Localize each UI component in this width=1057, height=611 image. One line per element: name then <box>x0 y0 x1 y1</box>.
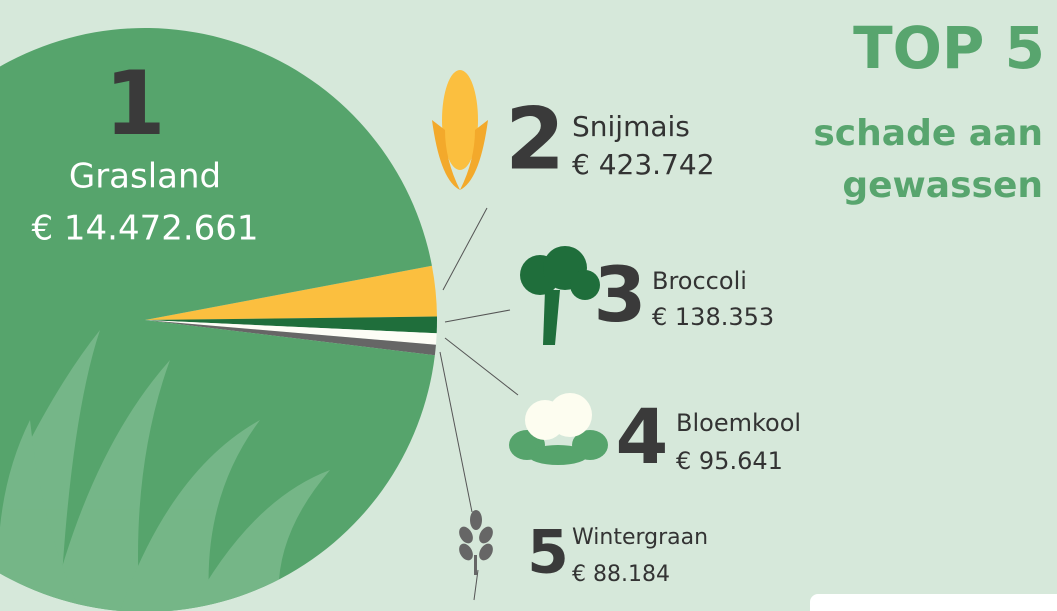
category-label: Snijmais <box>572 110 690 143</box>
wheat-icon <box>459 510 493 575</box>
value-label: € 423.742 <box>572 148 715 181</box>
rank: 4 <box>616 392 669 481</box>
value-label: € 14.472.661 <box>31 209 258 249</box>
leader-lines <box>439 207 519 601</box>
value-label: € 138.353 <box>652 303 774 331</box>
corn-icon <box>432 70 488 190</box>
pie-slice <box>145 265 437 320</box>
category-label: Wintergraan <box>572 525 708 550</box>
value-label: € 88.184 <box>572 562 670 587</box>
cauliflower-icon <box>509 393 608 465</box>
rank: 1 <box>104 52 165 155</box>
pie-slice <box>145 316 438 334</box>
subtitle: schade aan gewassen <box>813 113 1043 206</box>
category-label: Grasland <box>69 157 221 197</box>
value-label: € 95.641 <box>676 447 783 475</box>
category-label: Broccoli <box>652 267 747 295</box>
title: TOP 5 <box>853 14 1045 82</box>
rank: 5 <box>527 518 569 588</box>
rank: 2 <box>505 89 565 189</box>
pie-slice <box>145 320 436 356</box>
broccoli-icon <box>520 246 600 345</box>
category-label: Bloemkool <box>676 409 801 437</box>
footer-box <box>810 594 1057 611</box>
rank: 3 <box>594 250 647 339</box>
pie-slice <box>145 320 437 345</box>
